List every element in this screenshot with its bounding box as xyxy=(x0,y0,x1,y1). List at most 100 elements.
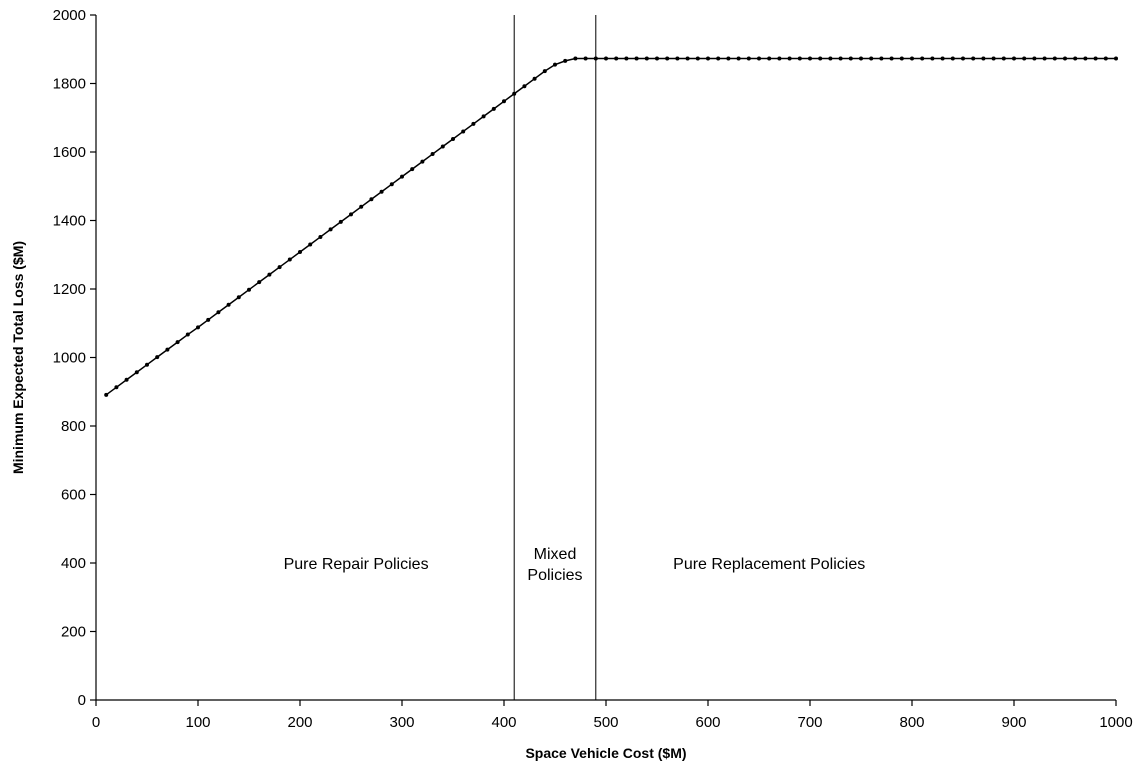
data-point xyxy=(104,392,109,397)
data-point xyxy=(491,106,496,111)
data-point xyxy=(1103,56,1108,61)
data-point xyxy=(247,287,251,292)
data-point xyxy=(328,227,333,232)
data-point xyxy=(451,136,455,141)
data-point xyxy=(665,56,670,61)
data-point xyxy=(175,340,180,345)
data-point xyxy=(522,84,527,89)
data-point xyxy=(145,362,149,367)
data-point xyxy=(818,56,823,61)
data-point xyxy=(777,56,782,61)
data-point xyxy=(512,91,517,96)
x-tick-label: 100 xyxy=(185,714,210,731)
data-point xyxy=(257,280,262,285)
data-point xyxy=(685,56,690,61)
data-point xyxy=(767,56,772,61)
data-point xyxy=(726,56,731,61)
region-label-pure-replacement: Pure Replacement Policies xyxy=(673,556,865,573)
data-point xyxy=(1063,56,1067,61)
region-divider-lines xyxy=(513,15,597,700)
data-point xyxy=(185,332,190,337)
data-point xyxy=(461,129,466,134)
data-point xyxy=(746,56,751,61)
data-point xyxy=(889,56,894,61)
data-point xyxy=(420,159,425,164)
data-point xyxy=(1093,56,1098,61)
data-point xyxy=(787,56,792,61)
data-point xyxy=(400,174,404,179)
axes: 0 200 400 600 800 1000 1200 1400 1600 1800 2000 0 10… xyxy=(53,7,1133,731)
y-tick-label: 2000 xyxy=(53,7,86,24)
region-label-mixed: Mixed Policies xyxy=(527,546,582,584)
data-point xyxy=(563,58,568,63)
data-point xyxy=(644,56,649,61)
data-point xyxy=(940,56,945,61)
data-point xyxy=(675,56,680,61)
data-point xyxy=(196,325,200,330)
x-tick-label: 600 xyxy=(695,714,720,731)
data-point xyxy=(716,56,721,61)
data-point xyxy=(899,56,904,61)
data-point xyxy=(695,56,700,61)
y-tick-label: 800 xyxy=(61,418,86,435)
data-point xyxy=(1052,56,1057,61)
x-tick-label: 500 xyxy=(593,714,618,731)
data-point xyxy=(134,370,139,375)
y-tick-label: 0 xyxy=(78,692,86,709)
data-point xyxy=(277,265,282,270)
y-tick-label: 1800 xyxy=(53,76,86,93)
data-point xyxy=(1042,56,1047,61)
y-tick-label: 1600 xyxy=(53,144,86,161)
data-point xyxy=(226,302,231,307)
data-point xyxy=(757,56,761,61)
data-point xyxy=(920,56,925,61)
data-point xyxy=(298,250,302,255)
data-point xyxy=(369,197,374,202)
data-point xyxy=(124,377,129,382)
data-point xyxy=(216,310,221,315)
data-point xyxy=(1012,56,1016,61)
data-point xyxy=(991,56,996,61)
y-tick-label: 1000 xyxy=(53,350,86,367)
data-point xyxy=(502,99,506,104)
data-point xyxy=(553,62,557,67)
data-point xyxy=(879,56,884,61)
x-tick-label: 300 xyxy=(389,714,414,731)
data-point xyxy=(950,56,955,61)
data-point xyxy=(593,56,598,61)
data-point xyxy=(706,56,710,61)
data-point xyxy=(604,56,608,61)
data-point xyxy=(838,56,843,61)
data-point xyxy=(848,56,853,61)
data-point xyxy=(165,347,170,352)
data-point xyxy=(1032,56,1037,61)
region-annotations: Pure Repair Policies Mixed Policies Pure Re… xyxy=(284,546,866,584)
data-point xyxy=(869,56,874,61)
x-tick-label: 700 xyxy=(797,714,822,731)
data-point xyxy=(206,317,211,322)
data-point xyxy=(910,56,914,61)
y-tick-label: 600 xyxy=(61,487,86,504)
data-point xyxy=(981,56,986,61)
data-point xyxy=(736,56,741,61)
data-point xyxy=(573,56,578,61)
y-tick-label: 1400 xyxy=(53,213,86,230)
x-tick-label: 800 xyxy=(899,714,924,731)
data-point xyxy=(1114,56,1118,61)
data-point xyxy=(655,56,659,61)
data-point xyxy=(634,56,639,61)
x-tick-label: 200 xyxy=(287,714,312,731)
data-point xyxy=(961,56,965,61)
data-point xyxy=(614,56,619,61)
data-point xyxy=(930,56,935,61)
data-point xyxy=(481,114,486,119)
data-point xyxy=(308,242,313,247)
data-point xyxy=(430,152,435,157)
data-point xyxy=(542,69,547,74)
data-point xyxy=(797,56,802,61)
data-point xyxy=(532,76,537,81)
data-point xyxy=(471,121,476,126)
data-point xyxy=(318,234,323,239)
data-point xyxy=(859,56,863,61)
